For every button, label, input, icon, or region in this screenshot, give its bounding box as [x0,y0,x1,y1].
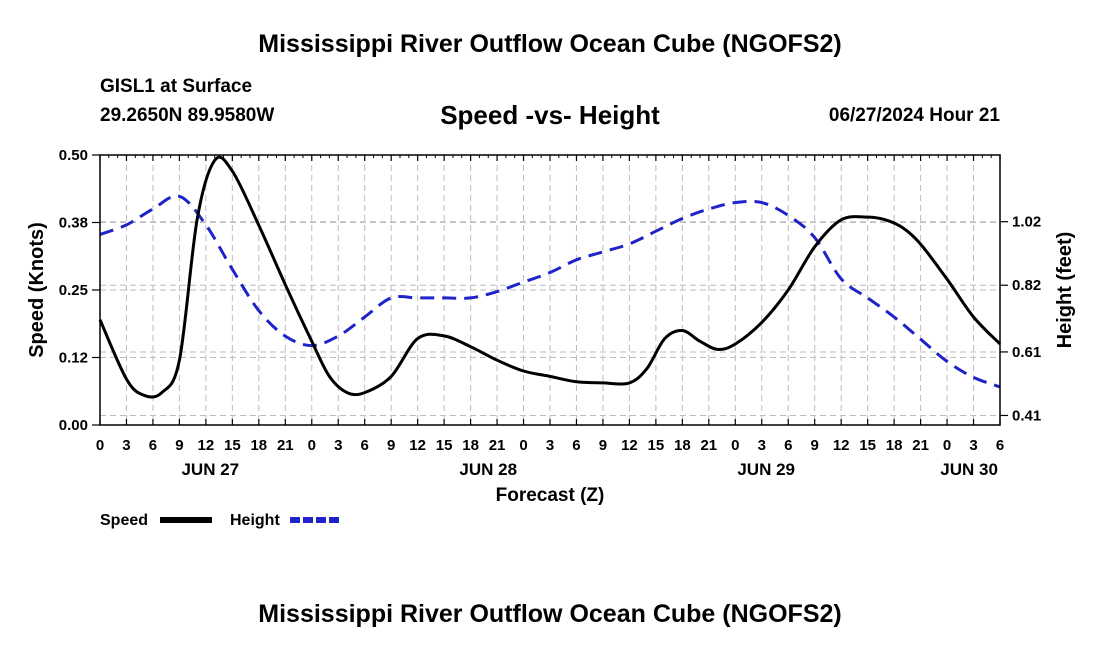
x-tick-label: 9 [811,437,819,454]
x-tick-label: 15 [224,437,241,454]
chart-subtitle: Speed -vs- Height [440,100,660,130]
x-tick-label: 15 [436,437,453,454]
y-tick-label: 0.12 [59,350,88,367]
forecast-datestamp: 06/27/2024 Hour 21 [828,105,1000,126]
y-tick-label: 0.50 [59,147,88,164]
y2-tick-label: 0.61 [1012,344,1041,361]
x-tick-label: 18 [250,437,267,454]
x-tick-label: 3 [969,437,977,454]
day-label: JUN 29 [737,460,795,479]
day-label: JUN 27 [181,460,239,479]
x-tick-label: 9 [175,437,183,454]
x-tick-label: 3 [758,437,766,454]
chart-title: Mississippi River Outflow Ocean Cube (NG… [258,30,842,58]
y-tick-label: 0.25 [59,282,88,299]
legend: Speed Height [100,512,342,529]
height-line [99,194,1001,389]
y2-axis-label: Height (feet) [1054,232,1076,349]
data-series [98,155,1002,399]
y2-tick-label: 1.02 [1012,214,1041,231]
x-tick-label: 9 [387,437,395,454]
x-tick-label: 3 [546,437,554,454]
x-tick-label: 12 [621,437,638,454]
x-tick-label: 3 [334,437,342,454]
x-tick-label: 0 [943,437,951,454]
x-tick-label: 12 [409,437,426,454]
x-tick-label: 0 [519,437,527,454]
y2-tick-label: 0.41 [1012,407,1041,424]
x-tick-label: 3 [122,437,130,454]
footer-title: Mississippi River Outflow Ocean Cube (NG… [258,600,842,628]
y2-tick-label: 0.82 [1012,277,1041,294]
x-tick-label: 0 [731,437,739,454]
x-tick-label: 6 [149,437,157,454]
x-tick-label: 15 [648,437,665,454]
station-label: GISL1 at Surface [100,76,253,97]
y-tick-label: 0.38 [59,215,88,232]
x-tick-label: 12 [833,437,850,454]
y-tick-label: 0.00 [59,417,88,434]
x-tick-label: 9 [599,437,607,454]
day-label: JUN 28 [459,460,517,479]
x-tick-label: 12 [198,437,215,454]
legend-label-height: Height [230,512,280,529]
x-tick-label: 18 [462,437,479,454]
x-tick-label: 18 [674,437,691,454]
x-tick-label: 18 [886,437,903,454]
station-coordinates: 29.2650N 89.9580W [100,105,275,126]
day-label: JUN 30 [940,460,998,479]
x-tick-label: 6 [784,437,792,454]
x-tick-label: 15 [859,437,876,454]
x-tick-label: 21 [277,437,294,454]
x-tick-label: 6 [361,437,369,454]
speed-line [98,155,1002,399]
grid-lines [100,155,1000,425]
x-tick-label: 0 [308,437,316,454]
legend-label-speed: Speed [100,512,148,529]
x-axis-label: Forecast (Z) [496,485,605,506]
x-tick-label: 6 [996,437,1004,454]
y-axis-label: Speed (Knots) [26,222,48,358]
x-tick-label: 21 [912,437,929,454]
axes: 0 3 6 9 12 15 18 21 0 3 6 9 12 15 18 21 0 3 6 9 12 15 18 21 0 3 6 9… [59,147,1041,479]
x-tick-label: 0 [96,437,104,454]
x-tick-label: 21 [489,437,506,454]
x-tick-label: 21 [700,437,717,454]
x-tick-label: 6 [572,437,580,454]
